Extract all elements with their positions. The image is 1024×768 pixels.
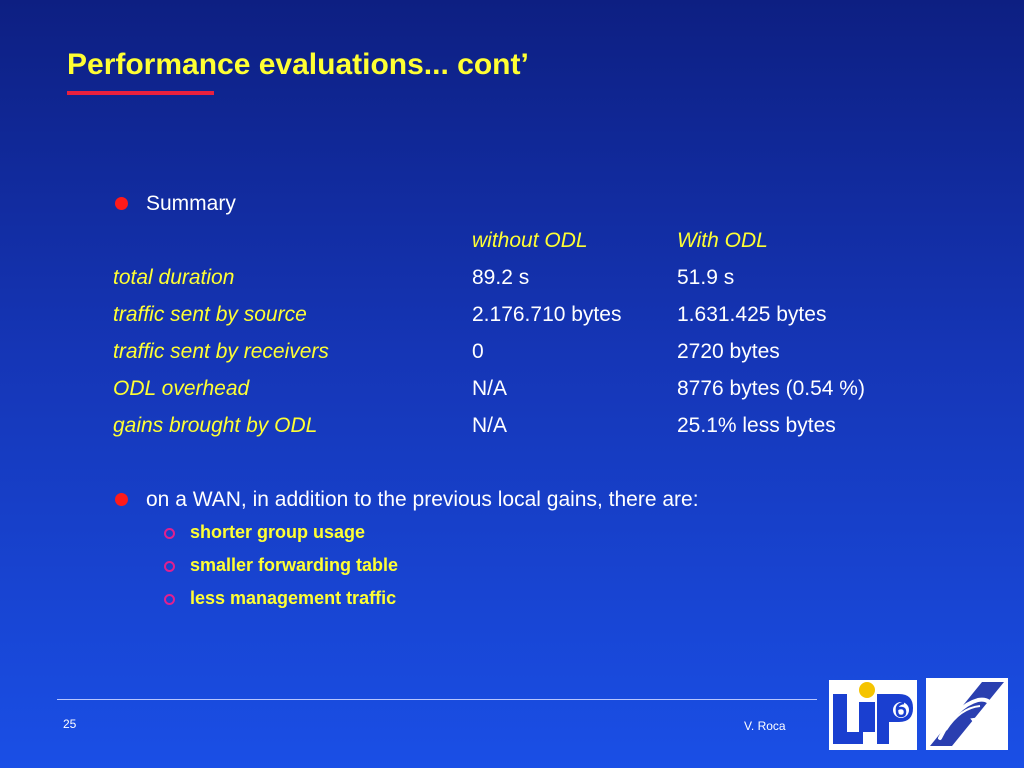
bullet-dot-icon bbox=[115, 197, 128, 210]
column-header-without-odl: without ODL bbox=[472, 229, 588, 252]
row-label: gains brought by ODL bbox=[113, 414, 318, 437]
page-number: 25 bbox=[63, 717, 77, 731]
cell-without-odl: 2.176.710 bytes bbox=[472, 303, 622, 326]
sub-item: shorter group usage bbox=[190, 522, 366, 542]
cell-without-odl: N/A bbox=[472, 414, 508, 437]
cell-with-odl: 51.9 s bbox=[677, 266, 735, 289]
sub-bullet-icon bbox=[164, 594, 175, 605]
cell-with-odl: 1.631.425 bytes bbox=[677, 303, 827, 326]
slide-title: Performance evaluations... cont’ bbox=[67, 48, 529, 81]
sub-item: less management traffic bbox=[190, 588, 397, 608]
lip6-logo-graphic bbox=[829, 680, 917, 750]
author-name: V. Roca bbox=[744, 719, 786, 733]
sub-bullet-icon bbox=[164, 528, 175, 539]
wan-bullet-text: on a WAN, in addition to the previous lo… bbox=[146, 488, 699, 511]
bullet-dot-icon bbox=[115, 493, 128, 506]
row-label: total duration bbox=[113, 266, 235, 289]
title-underline bbox=[67, 91, 214, 95]
cell-without-odl: N/A bbox=[472, 377, 508, 400]
cell-without-odl: 0 bbox=[472, 340, 484, 363]
cell-with-odl: 2720 bytes bbox=[677, 340, 780, 363]
lip6-logo bbox=[829, 680, 917, 750]
cell-with-odl: 25.1% less bytes bbox=[677, 414, 836, 437]
column-header-with-odl: With ODL bbox=[677, 229, 768, 252]
institution-logo-graphic bbox=[926, 678, 1008, 750]
row-label: traffic sent by source bbox=[113, 303, 307, 326]
cell-without-odl: 89.2 s bbox=[472, 266, 530, 289]
summary-label: Summary bbox=[146, 192, 236, 215]
sub-bullet-icon bbox=[164, 561, 175, 572]
sub-item: smaller forwarding table bbox=[190, 555, 399, 575]
cell-with-odl: 8776 bytes (0.54 %) bbox=[677, 377, 865, 400]
institution-logo bbox=[926, 678, 1008, 750]
row-label: ODL overhead bbox=[113, 377, 250, 400]
row-label: traffic sent by receivers bbox=[113, 340, 329, 363]
footer-divider bbox=[57, 699, 817, 700]
